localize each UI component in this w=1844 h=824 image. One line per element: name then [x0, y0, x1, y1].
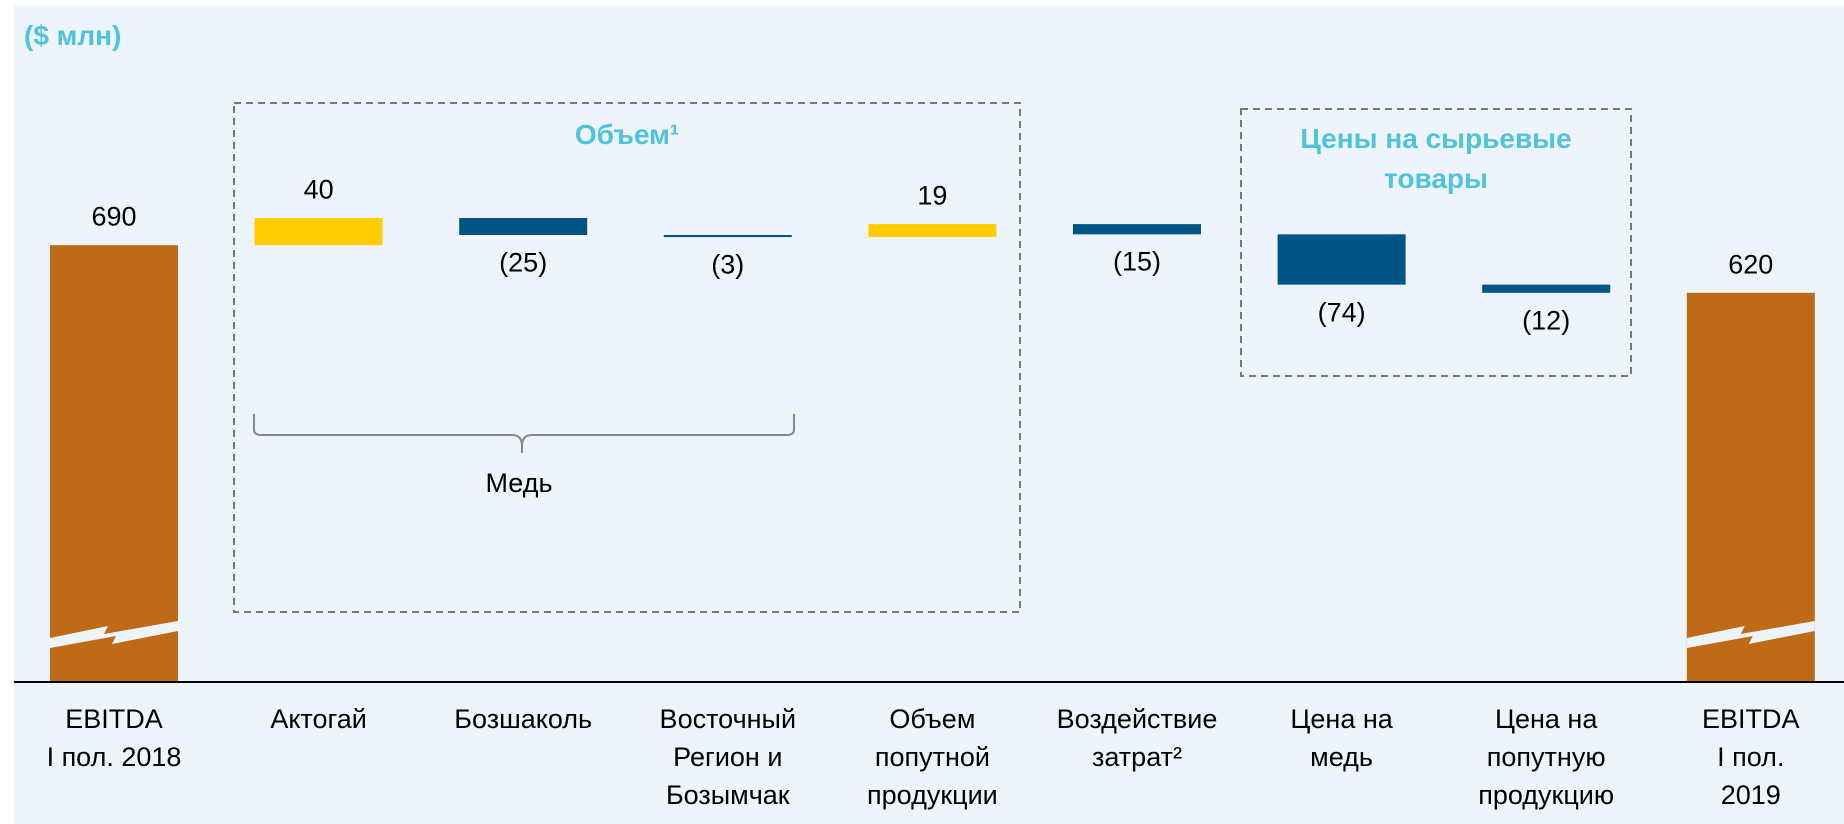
- x-tick-label: Воздействие затрат²: [1056, 704, 1218, 772]
- value-label: (12): [1522, 305, 1571, 336]
- bracket-label: Медь: [485, 468, 553, 498]
- value-label: 19: [917, 180, 948, 211]
- bar: [868, 224, 997, 238]
- background: [14, 6, 1844, 824]
- value-label: 690: [91, 201, 137, 232]
- bar: [1686, 292, 1815, 682]
- bar: [1277, 234, 1406, 285]
- value-label: 620: [1728, 249, 1774, 280]
- value-label: (3): [711, 249, 745, 280]
- value-label: (15): [1112, 246, 1162, 277]
- bar: [459, 218, 588, 235]
- group-title: Цены на сырьевые товары: [1300, 123, 1572, 194]
- group-title: Объем¹: [574, 119, 680, 150]
- x-tick-label: Цена на попутную продукцию: [1478, 704, 1615, 810]
- value-label: (25): [499, 247, 548, 278]
- x-tick-label: EBITDA I пол. 2018: [46, 704, 182, 772]
- bar: [663, 235, 792, 238]
- x-tick-label: Актогай: [270, 704, 367, 734]
- value-label: (74): [1317, 297, 1366, 328]
- bar: [50, 245, 178, 682]
- bar: [254, 218, 383, 246]
- bar: [1073, 224, 1201, 235]
- x-tick-label: Объем попутной продукции: [867, 704, 998, 810]
- x-tick-label: Цена на медь: [1290, 704, 1393, 772]
- x-tick-label: Бозшаколь: [454, 704, 593, 734]
- axis-break: [1686, 621, 1815, 648]
- x-tick-label: Восточный Регион и Бозымчак: [659, 704, 797, 810]
- copper-bracket: [253, 414, 795, 453]
- prices-box: [1240, 108, 1632, 377]
- bar: [1482, 284, 1611, 293]
- subtitle: ($ млн): [24, 20, 122, 51]
- x-tick-label: EBITDA I пол. 2019: [1702, 704, 1800, 810]
- value-label: 40: [303, 174, 334, 205]
- axis-break: [50, 621, 178, 648]
